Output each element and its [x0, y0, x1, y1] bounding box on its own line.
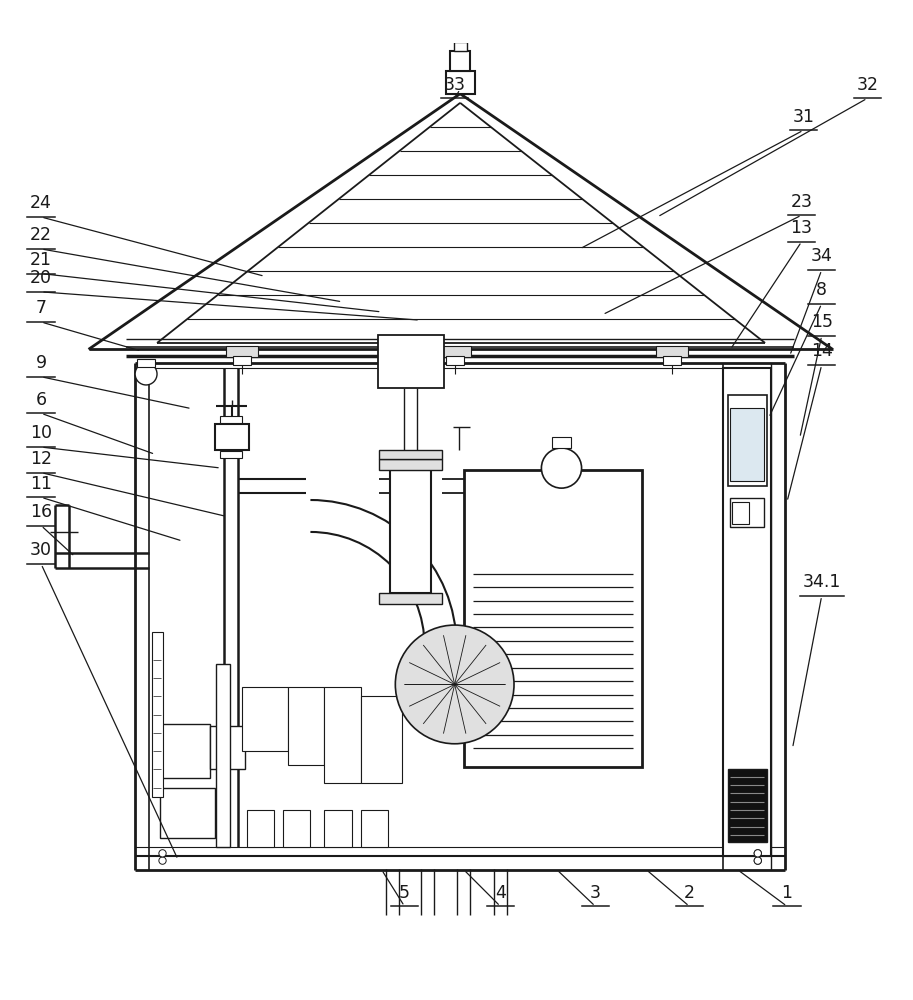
Circle shape — [754, 857, 761, 864]
Bar — [220, 451, 242, 458]
Text: 20: 20 — [30, 269, 52, 287]
Bar — [454, 42, 467, 51]
Bar — [438, 346, 471, 357]
Bar — [226, 346, 258, 357]
Bar — [728, 395, 767, 486]
Bar — [380, 450, 442, 459]
Text: 13: 13 — [791, 219, 813, 237]
Text: 5: 5 — [399, 884, 410, 902]
Bar — [446, 356, 464, 365]
Bar — [391, 470, 431, 593]
Text: 8: 8 — [816, 281, 827, 299]
Circle shape — [159, 857, 166, 864]
Text: 11: 11 — [30, 475, 52, 493]
Text: 30: 30 — [30, 541, 52, 559]
Text: 33: 33 — [444, 76, 466, 94]
Circle shape — [159, 850, 166, 857]
Text: 23: 23 — [791, 193, 813, 211]
Bar — [247, 810, 274, 847]
Text: 14: 14 — [811, 342, 833, 360]
Text: 34.1: 34.1 — [803, 573, 841, 591]
Bar — [137, 359, 155, 367]
Bar — [242, 687, 288, 751]
Bar — [215, 424, 249, 450]
Bar — [450, 51, 470, 71]
Text: 24: 24 — [30, 194, 52, 212]
Bar — [378, 335, 444, 388]
Bar — [216, 664, 230, 847]
Bar — [288, 687, 324, 765]
Text: 32: 32 — [856, 76, 878, 94]
Bar — [283, 810, 310, 847]
Text: 3: 3 — [590, 884, 601, 902]
Bar — [160, 724, 210, 778]
Text: 34: 34 — [811, 247, 833, 265]
Bar — [656, 346, 688, 357]
Text: 10: 10 — [30, 424, 52, 442]
Bar — [730, 408, 764, 481]
Text: 2: 2 — [684, 884, 695, 902]
Text: 9: 9 — [36, 354, 47, 372]
Bar — [552, 437, 571, 448]
Bar — [220, 416, 242, 423]
Text: 21: 21 — [30, 251, 52, 269]
Circle shape — [754, 857, 761, 864]
Bar — [152, 632, 163, 797]
Bar — [233, 356, 251, 365]
Bar — [380, 593, 442, 604]
Circle shape — [754, 850, 761, 857]
Bar — [324, 810, 352, 847]
Text: 6: 6 — [36, 391, 47, 409]
Text: 4: 4 — [495, 884, 506, 902]
Text: 31: 31 — [792, 108, 814, 126]
Text: 7: 7 — [36, 299, 47, 317]
Bar — [324, 687, 361, 783]
Circle shape — [135, 363, 157, 385]
Bar — [361, 810, 388, 847]
Circle shape — [541, 448, 582, 488]
Bar — [663, 356, 681, 365]
Bar — [160, 788, 215, 838]
Text: 15: 15 — [811, 313, 833, 331]
Bar — [446, 71, 475, 94]
Circle shape — [754, 850, 761, 857]
Text: 1: 1 — [782, 884, 792, 902]
Text: 22: 22 — [30, 226, 52, 244]
Bar — [361, 696, 402, 783]
Bar — [723, 368, 771, 856]
Bar — [732, 502, 749, 524]
Bar — [210, 726, 245, 769]
Bar — [464, 470, 642, 767]
Bar — [728, 769, 767, 842]
Text: 16: 16 — [30, 503, 52, 521]
Text: 12: 12 — [30, 450, 52, 468]
Bar — [730, 498, 764, 527]
Bar — [380, 459, 442, 470]
Circle shape — [395, 625, 514, 744]
